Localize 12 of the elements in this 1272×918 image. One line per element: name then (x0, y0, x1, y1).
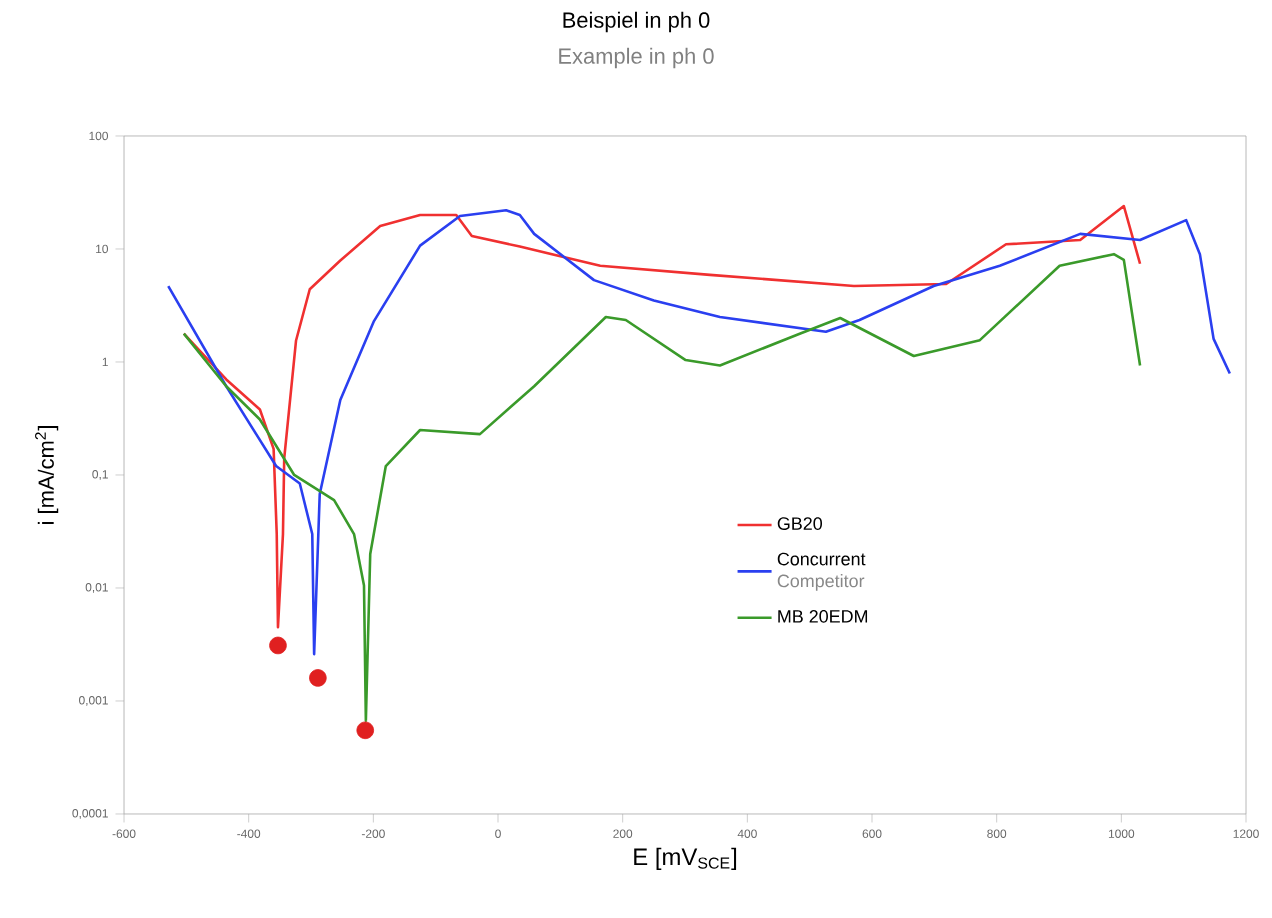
point (269, 636, 287, 655)
point (309, 669, 327, 687)
legend-label: Concurrent (777, 552, 866, 566)
chart-subtitle: Example in ph 0 (559, 47, 714, 69)
annotation: Competitor (777, 574, 865, 591)
legend-label: GB20 (777, 517, 823, 530)
chart-title: Beispiel in ph 0 (563, 11, 710, 33)
x-axis-title: E [mV$_{SCE}$] (634, 847, 737, 870)
point (356, 721, 375, 740)
y-axis-title: i [mA/cm$^{2}$] (35, 426, 59, 524)
line-series (166, 208, 1232, 656)
legend-label: MB 20EDM (778, 610, 868, 623)
